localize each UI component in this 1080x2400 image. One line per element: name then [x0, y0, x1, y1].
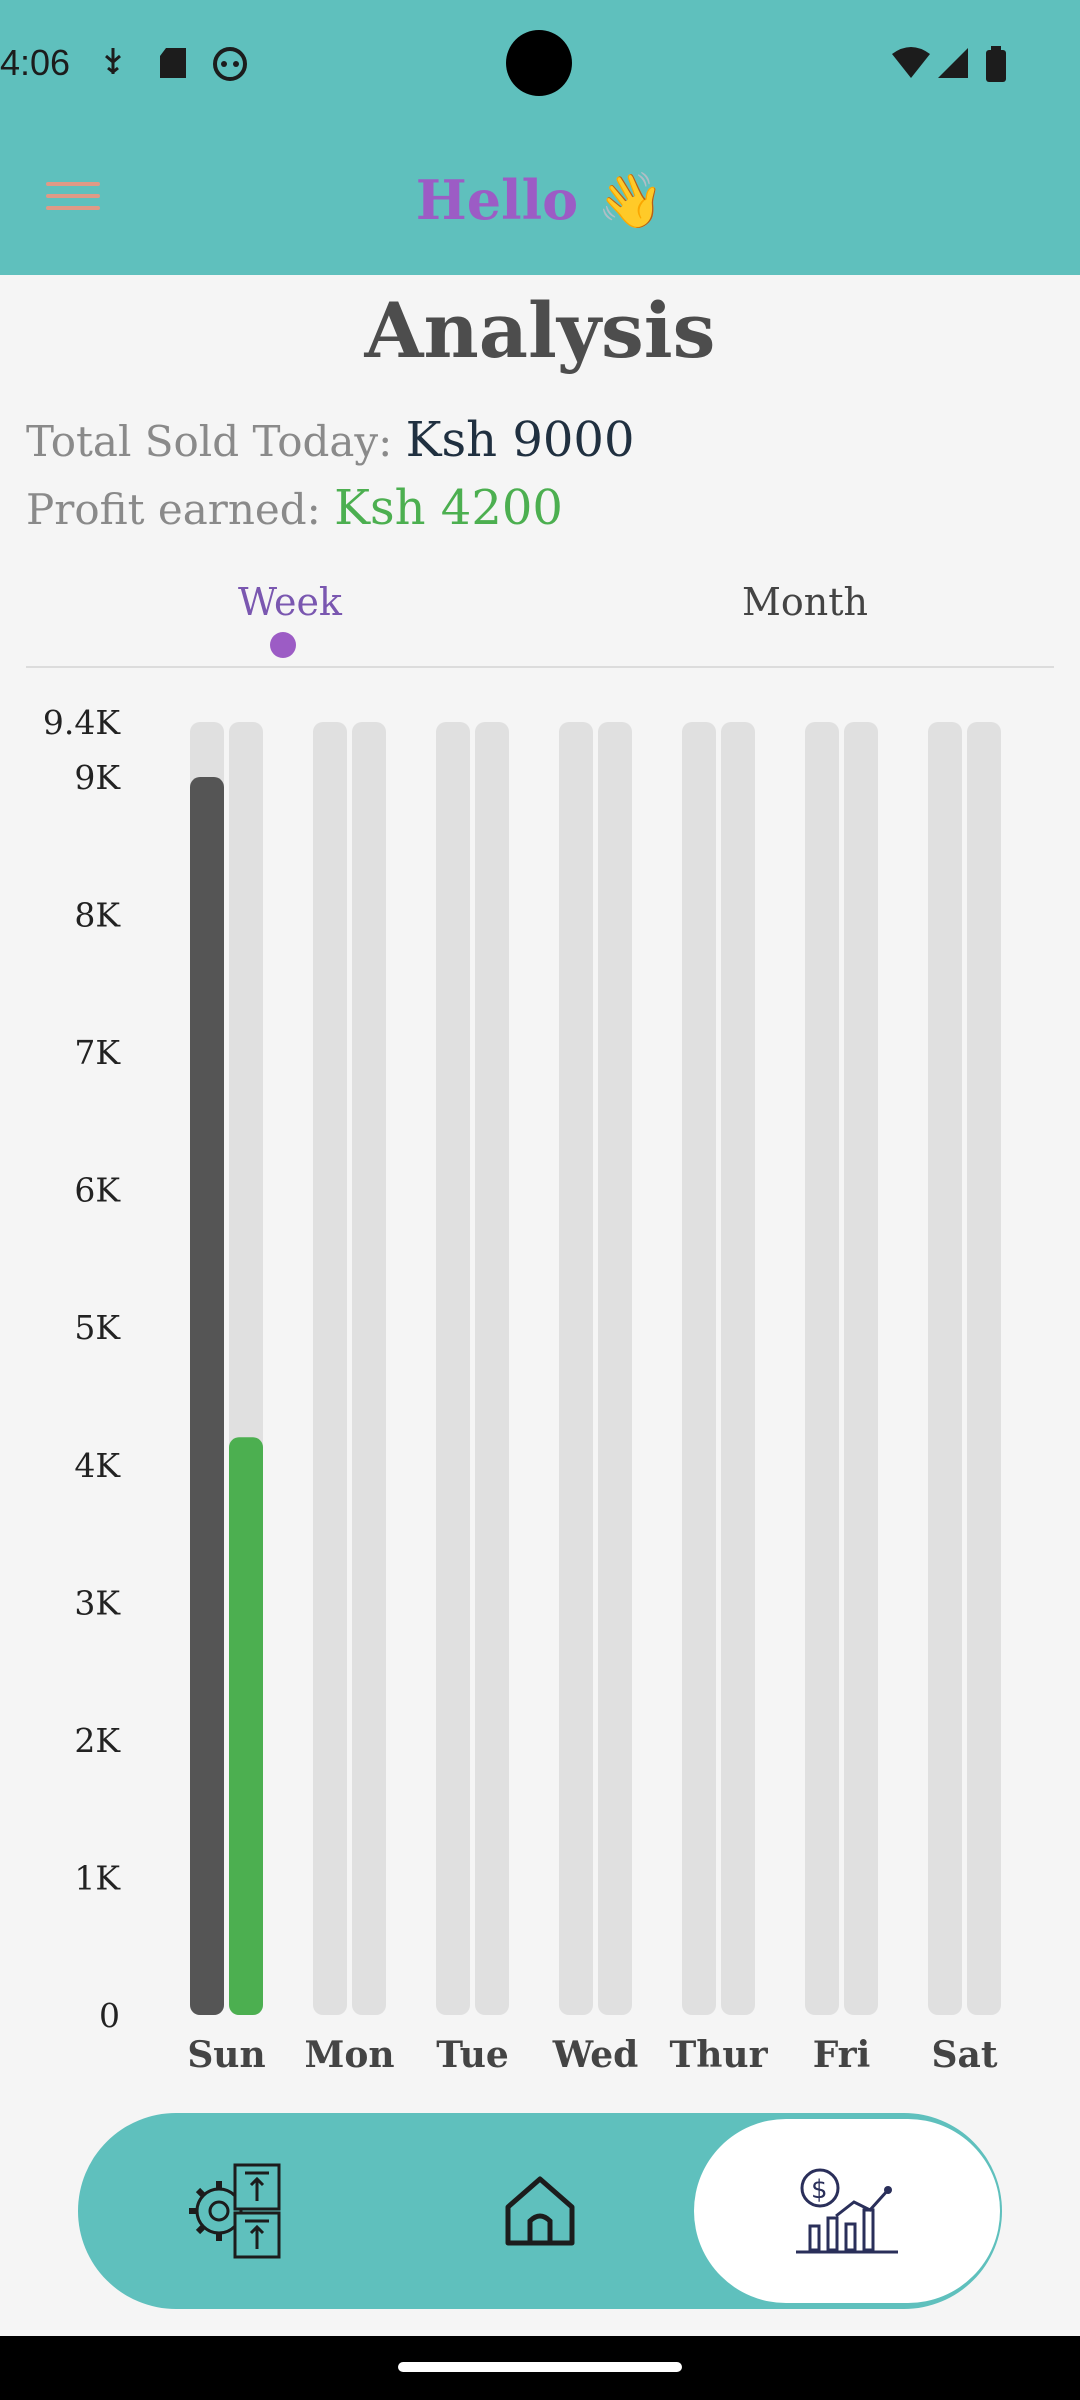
status-time: 4:06	[0, 42, 71, 83]
y-tick-label: 5K	[74, 1308, 121, 1347]
bar-track	[844, 722, 878, 2015]
total-sold-label: Total Sold Today:	[26, 417, 393, 466]
y-tick-label: 2K	[74, 1721, 121, 1760]
y-tick-label: 1K	[74, 1858, 121, 1897]
bar-track	[682, 722, 716, 2015]
profit-row: Profit earned: Ksh 4200	[26, 480, 563, 536]
y-tick-label: 8K	[74, 896, 121, 935]
profit-bar	[229, 1437, 263, 2015]
bottom-navigation: $	[78, 2113, 1002, 2309]
y-tick-label: 3K	[74, 1583, 121, 1622]
x-tick-label: Wed	[552, 2034, 639, 2076]
y-tick-label: 9K	[74, 758, 121, 797]
profit-value: Ksh 4200	[334, 480, 563, 536]
y-tick-label: 4K	[74, 1446, 121, 1485]
bar-track	[436, 722, 470, 2015]
top-app-bar: 4:06 Hello 👋	[0, 0, 1080, 275]
x-tick-label: Thur	[669, 2034, 768, 2076]
greeting: Hello 👋	[415, 168, 665, 232]
x-tick-label: Sat	[932, 2034, 998, 2076]
bar-track	[928, 722, 962, 2015]
nav-analytics[interactable]: $	[694, 2119, 1000, 2303]
active-tab-indicator	[270, 632, 296, 658]
analytics-icon: $	[796, 2168, 898, 2254]
home-indicator[interactable]	[398, 2362, 682, 2372]
x-tick-label: Tue	[436, 2034, 509, 2076]
battery-icon	[986, 46, 1006, 82]
bar-track	[559, 722, 593, 2015]
nav-home[interactable]	[440, 2113, 640, 2309]
x-tick-label: Sun	[187, 2034, 265, 2076]
wifi-icon	[892, 47, 930, 78]
camera-cutout	[506, 30, 572, 96]
sales-profit-chart: 0 1K 2K 3K 4K 5K 6K 7K 8K 9K 9.4K Sun Mon Tue Wed Thur F…	[43, 703, 1001, 2076]
bar-track	[352, 722, 386, 2015]
inventory-gear-icon	[189, 2163, 281, 2259]
home-icon	[505, 2176, 575, 2246]
sd-card-icon	[160, 48, 186, 78]
usb-icon	[105, 48, 121, 74]
y-tick-label: 0	[99, 1996, 120, 2035]
tab-divider	[26, 666, 1054, 668]
y-tick-label: 7K	[74, 1033, 121, 1072]
system-gesture-bar	[0, 2336, 1080, 2400]
profit-label: Profit earned:	[26, 485, 321, 534]
y-tick-label: 6K	[74, 1171, 121, 1210]
face-icon	[213, 47, 247, 81]
bar-track	[967, 722, 1001, 2015]
bar-track	[598, 722, 632, 2015]
menu-icon[interactable]	[46, 182, 100, 218]
total-sold-value: Ksh 9000	[405, 412, 635, 468]
page-title: Analysis	[364, 286, 716, 375]
signal-icon	[938, 48, 968, 78]
bar-track	[805, 722, 839, 2015]
y-tick-label: 9.4K	[43, 703, 121, 742]
tab-week[interactable]: Week	[238, 580, 342, 624]
svg-text:$: $	[811, 2175, 828, 2205]
x-tick-label: Fri	[813, 2034, 871, 2076]
bar-track	[313, 722, 347, 2015]
bar-track	[721, 722, 755, 2015]
bar-track	[475, 722, 509, 2015]
tab-month[interactable]: Month	[742, 580, 869, 624]
sales-bar	[190, 777, 224, 2016]
total-sold-row: Total Sold Today: Ksh 9000	[26, 412, 635, 468]
x-tick-label: Mon	[304, 2034, 394, 2076]
nav-inventory[interactable]	[138, 2113, 338, 2309]
